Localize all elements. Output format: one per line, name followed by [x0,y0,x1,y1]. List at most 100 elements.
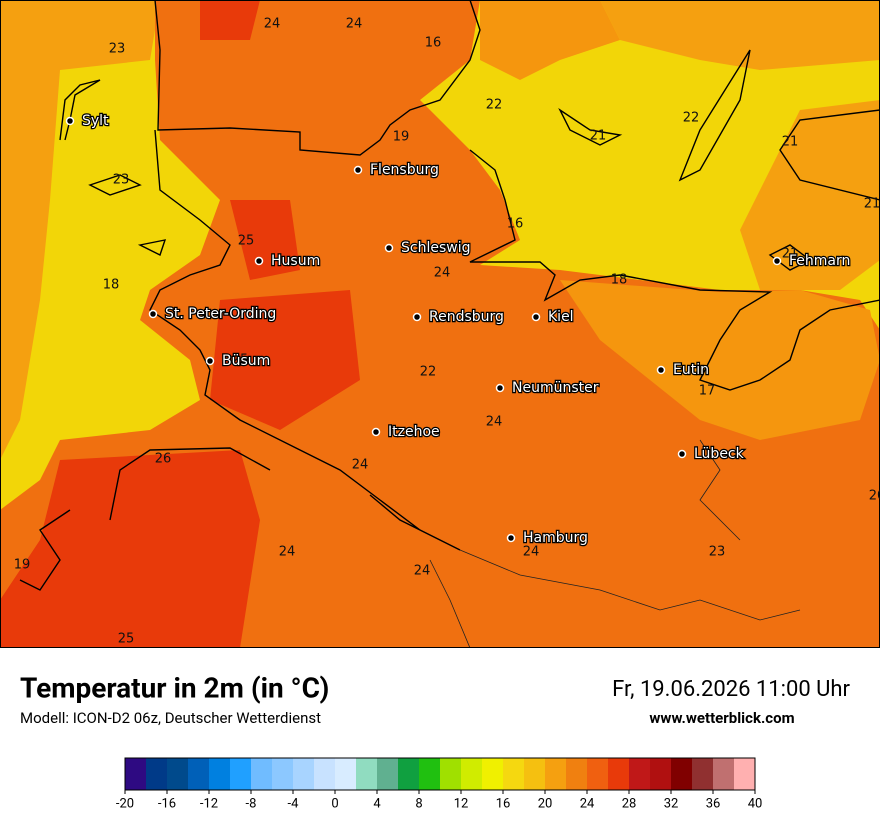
city-dot [384,243,394,253]
city-dot [495,383,505,393]
colorbar-cell [440,758,462,790]
colorbar-tick-label: 4 [373,796,381,811]
temperature-label: 24 [414,564,431,579]
temperature-label: 24 [279,545,296,560]
city-dot [656,365,666,375]
temperature-label: 18 [611,273,628,288]
colorbar-tick-label: -4 [288,796,300,811]
colorbar-tick-label: 12 [454,796,469,811]
temperature-label: 24 [434,266,451,281]
temperature-label: 22 [683,111,700,126]
colorbar-cell [272,758,294,790]
colorbar-tick-label: 32 [664,796,679,811]
city-label: Itzehoe [388,424,440,440]
colorbar-tick-label: 40 [748,796,763,811]
colorbar-cell [524,758,546,790]
colorbar-cell [230,758,252,790]
temperature-label: 23 [709,545,726,560]
colorbar-cell [503,758,525,790]
city-label: Fehmarn [789,253,850,269]
city-dot [531,312,541,322]
colorbar-tick-label: 36 [706,796,721,811]
colorbar-cell [167,758,189,790]
colorbar-tick-label: 0 [331,796,338,811]
subtitle: Modell: ICON-D2 06z, Deutscher Wetterdie… [20,709,321,727]
city-label: Lübeck [694,446,745,462]
city-label: Eutin [673,362,709,378]
temperature-label: 23 [113,173,130,188]
temperature-label: 21 [782,247,799,262]
city-dot [371,427,381,437]
colorbar-tick-label: -8 [246,796,257,811]
colorbar-cell [125,758,147,790]
city-label: St. Peter-Ording [165,306,276,322]
temperature-label: 24 [264,17,281,32]
colorbar-tick-label: 16 [496,796,511,811]
city-dot [412,312,422,322]
temperature-label: 16 [425,36,442,51]
colorbar-cell [335,758,357,790]
city-label: Neumünster [512,380,599,396]
colorbar-cell [713,758,735,790]
colorbar-cell [146,758,168,790]
city-label: Flensburg [370,162,439,178]
temperature-label: 25 [232,353,249,368]
temperature-label: 24 [523,545,540,560]
temperature-label: 21 [782,135,799,150]
city-dot [772,256,782,266]
colorbar-cell [377,758,399,790]
temperature-label: 24 [346,17,363,32]
colorbar-tick-label: -12 [200,796,218,811]
colorbar-cell [734,758,756,790]
temperature-label: 22 [420,365,437,380]
city-dot [148,309,158,319]
colorbar-cell [209,758,231,790]
colorbar-cell [461,758,483,790]
colorbar-cell [293,758,315,790]
city-label: Sylt [82,113,109,129]
colorbar-frame [124,757,756,791]
colorbar-cell [398,758,420,790]
temperature-label: 22 [486,98,503,113]
city-label: Kiel [548,309,574,325]
temperature-label: 23 [109,42,126,57]
colorbar-cell [587,758,609,790]
colorbar-cell [482,758,504,790]
colorbar-tick-label: -20 [116,796,134,811]
colorbar-cell [608,758,630,790]
title: Temperatur in 2m (in °C) [20,671,329,704]
temperature-label: 20 [869,489,880,504]
temperature-label: 25 [118,632,135,647]
colorbar-cell [356,758,378,790]
temperature-label: 25 [238,234,255,249]
colorbar-cell [314,758,336,790]
datetime: Fr, 19.06.2026 11:00 Uhr [612,677,850,702]
website: www.wetterblick.com [649,709,794,727]
colorbar-cell [419,758,441,790]
colorbar-cell [650,758,672,790]
colorbar-tick-label: 24 [580,796,595,811]
city-dot [65,116,75,126]
temperature-label: 19 [14,558,31,573]
city-label: Husum [271,253,320,269]
temperature-label: 24 [486,415,503,430]
city-label: Schleswig [401,240,470,256]
city-dot [254,256,264,266]
colorbar-tick-label: 20 [538,796,553,811]
city-label: Büsum [222,353,270,369]
temperature-label: 24 [352,458,369,473]
colorbar-tick-label: 28 [622,796,637,811]
temperature-label: 21 [590,129,607,144]
colorbar-cell [566,758,588,790]
city-dot [677,449,687,459]
city-dot [353,165,363,175]
map-labels: 24 24 23 16 22 19 21 22 21 23 16 21 25 24 21 18 18 25 22 17… [14,17,880,647]
colorbar-tick-label: -16 [158,796,176,811]
map-fill [0,0,880,648]
colorbar-tick-label: 8 [415,796,422,811]
temperature-label: 16 [507,217,524,232]
city-label: Rendsburg [429,309,504,325]
city-dot [205,356,215,366]
colorbar-cell [188,758,210,790]
